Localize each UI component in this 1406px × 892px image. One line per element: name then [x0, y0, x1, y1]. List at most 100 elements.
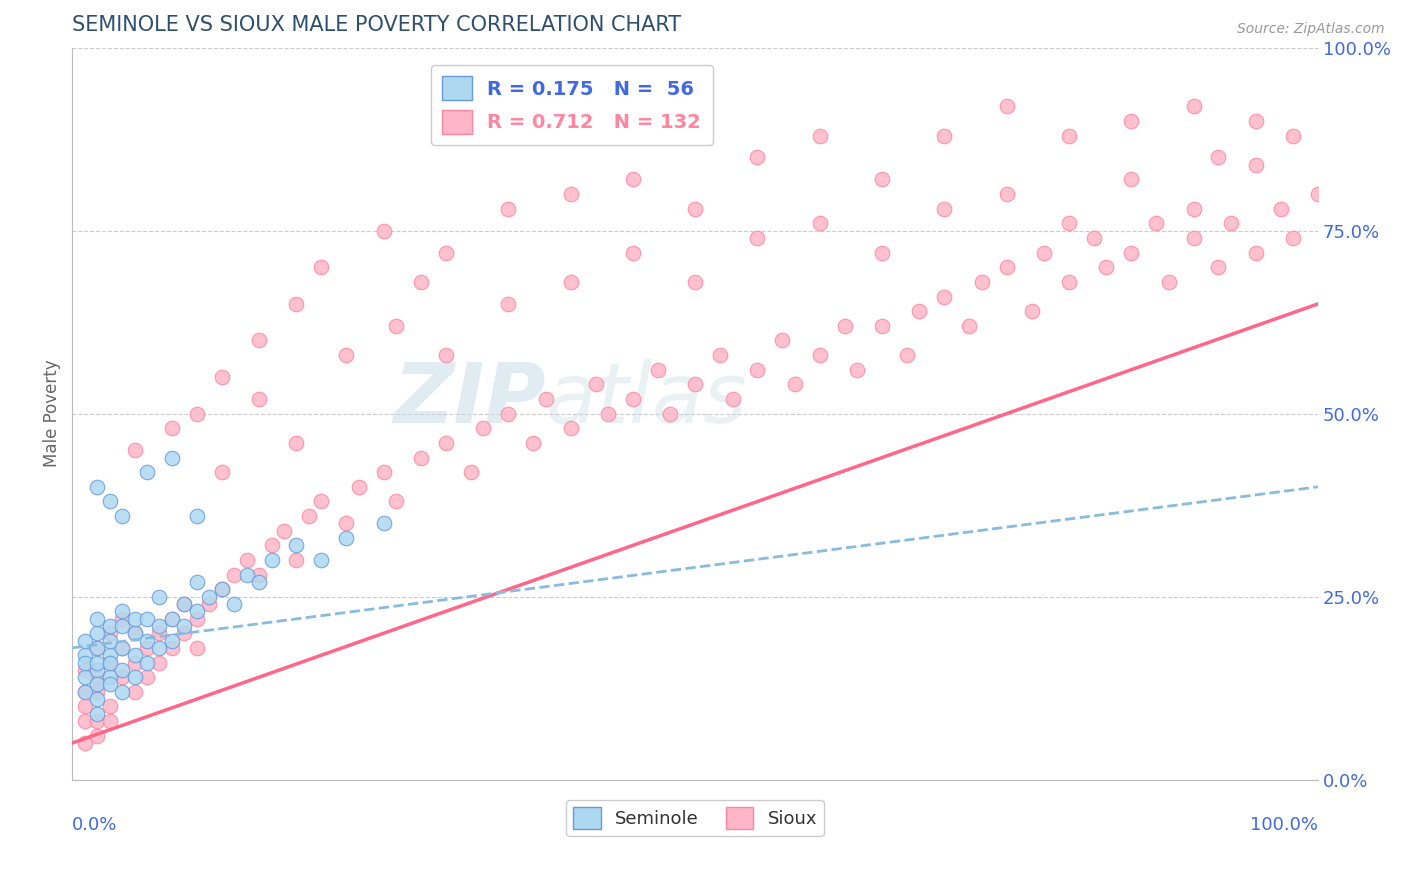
Point: [98, 656, 121, 670]
Point: [1021, 304, 1043, 318]
Point: [1033, 245, 1056, 260]
Point: [98, 626, 121, 640]
Point: [1244, 245, 1267, 260]
Point: [373, 516, 395, 531]
Point: [136, 465, 159, 479]
Point: [173, 597, 195, 611]
Point: [621, 392, 644, 406]
Point: [98, 494, 121, 508]
Point: [1121, 245, 1143, 260]
Point: [870, 318, 893, 333]
Point: [596, 407, 619, 421]
Point: [995, 99, 1018, 113]
Point: [808, 128, 831, 143]
Point: [73, 648, 96, 663]
Point: [1057, 216, 1080, 230]
Point: [247, 574, 270, 589]
Point: [124, 648, 146, 663]
Point: [335, 348, 357, 362]
Point: [970, 275, 993, 289]
Point: [86, 640, 108, 655]
Point: [86, 626, 108, 640]
Text: atlas: atlas: [546, 359, 748, 440]
Point: [1182, 231, 1205, 245]
Point: [870, 245, 893, 260]
Point: [434, 245, 457, 260]
Point: [98, 670, 121, 684]
Point: [957, 318, 980, 333]
Point: [335, 516, 357, 531]
Point: [86, 663, 108, 677]
Point: [73, 699, 96, 714]
Point: [235, 553, 257, 567]
Point: [124, 611, 146, 625]
Point: [124, 670, 146, 684]
Point: [186, 640, 208, 655]
Point: [73, 685, 96, 699]
Point: [683, 275, 706, 289]
Point: [1083, 231, 1105, 245]
Point: [136, 633, 159, 648]
Point: [260, 553, 283, 567]
Point: [73, 633, 96, 648]
Point: [98, 677, 121, 691]
Point: [747, 231, 769, 245]
Point: [1121, 172, 1143, 186]
Point: [124, 685, 146, 699]
Point: [995, 260, 1018, 275]
Point: [385, 494, 408, 508]
Point: [373, 224, 395, 238]
Point: [173, 626, 195, 640]
Point: [311, 260, 333, 275]
Point: [86, 706, 108, 721]
Point: [285, 297, 308, 311]
Point: [160, 633, 183, 648]
Point: [747, 151, 769, 165]
Point: [136, 670, 159, 684]
Point: [846, 362, 869, 376]
Point: [73, 685, 96, 699]
Point: [111, 604, 134, 618]
Point: [73, 663, 96, 677]
Point: [1057, 128, 1080, 143]
Point: [1270, 202, 1292, 216]
Text: 100.0%: 100.0%: [1250, 816, 1319, 834]
Point: [472, 421, 495, 435]
Point: [534, 392, 557, 406]
Text: SEMINOLE VS SIOUX MALE POVERTY CORRELATION CHART: SEMINOLE VS SIOUX MALE POVERTY CORRELATI…: [72, 15, 682, 35]
Point: [224, 567, 246, 582]
Point: [98, 714, 121, 728]
Point: [160, 640, 183, 655]
Point: [659, 407, 682, 421]
Point: [1182, 202, 1205, 216]
Point: [498, 297, 520, 311]
Point: [86, 685, 108, 699]
Point: [111, 640, 134, 655]
Point: [111, 619, 134, 633]
Point: [721, 392, 744, 406]
Point: [86, 729, 108, 743]
Point: [111, 509, 134, 524]
Point: [1095, 260, 1118, 275]
Point: [186, 574, 208, 589]
Point: [683, 377, 706, 392]
Point: [86, 656, 108, 670]
Point: [560, 275, 582, 289]
Point: [98, 648, 121, 663]
Point: [808, 216, 831, 230]
Point: [896, 348, 918, 362]
Point: [385, 318, 408, 333]
Point: [136, 611, 159, 625]
Point: [560, 421, 582, 435]
Point: [111, 685, 134, 699]
Point: [186, 509, 208, 524]
Point: [160, 450, 183, 465]
Point: [136, 656, 159, 670]
Point: [98, 699, 121, 714]
Point: [211, 582, 233, 597]
Point: [211, 465, 233, 479]
Point: [934, 289, 956, 303]
Point: [560, 187, 582, 202]
Point: [124, 626, 146, 640]
Point: [86, 640, 108, 655]
